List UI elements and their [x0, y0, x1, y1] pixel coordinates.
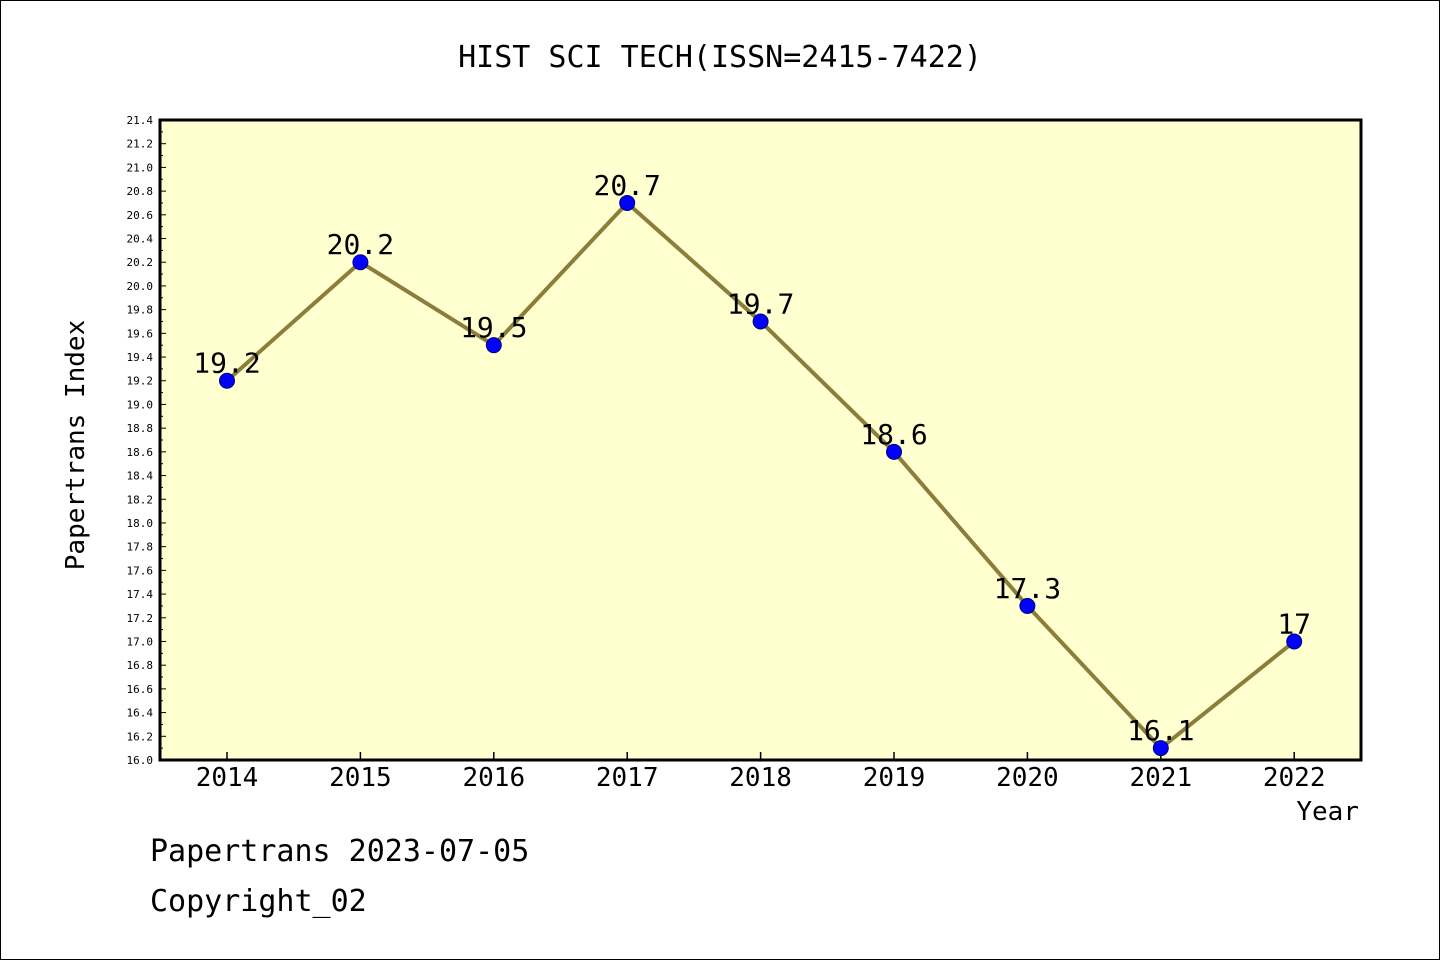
y-tick-label: 18.6: [127, 446, 154, 459]
y-tick-label: 17.8: [127, 541, 154, 554]
data-point: [1286, 633, 1303, 650]
y-tick-label: 19.2: [127, 375, 154, 388]
y-tick-label: 16.0: [127, 754, 154, 767]
data-point: [886, 443, 902, 460]
x-axis: 2014 2015 2016 2017 2018 2019 2020 2021 2022: [196, 752, 1326, 793]
y-tick-label: 20.8: [127, 185, 154, 198]
y-axis: 16.0 16.2 16.4 16.6 16.8 17.0 17.2 17.4 17.6 17.8…: [127, 114, 166, 767]
y-axis-label: Papertrans Index: [61, 320, 91, 570]
data-label: 17: [1277, 607, 1311, 640]
x-tick-label: 2021: [1129, 763, 1192, 793]
y-tick-label: 17.6: [127, 564, 154, 577]
data-label: 16.1: [1127, 714, 1194, 747]
x-tick-label: 2022: [1263, 763, 1326, 793]
data-point: [1019, 597, 1036, 614]
y-tick-label: 16.2: [127, 730, 154, 743]
footer-copyright: Copyright_02: [150, 884, 367, 919]
y-tick-label: 18.0: [127, 517, 154, 530]
y-tick-label: 17.4: [127, 588, 154, 601]
data-point: [352, 254, 369, 271]
footer-date: Papertrans 2023-07-05: [150, 834, 530, 869]
y-tick-label: 20.6: [127, 209, 154, 222]
y-tick-label: 19.0: [127, 398, 154, 411]
y-tick-label: 20.0: [127, 280, 154, 293]
data-label: 20.2: [327, 228, 394, 261]
data-label: 19.5: [460, 311, 527, 344]
y-tick-label: 19.4: [127, 351, 154, 364]
y-tick-label: 17.2: [127, 612, 154, 625]
x-tick-label: 2020: [996, 763, 1059, 793]
x-tick-label: 2015: [329, 763, 392, 793]
plot-border: [158, 118, 1363, 762]
data-label: 19.7: [727, 287, 794, 320]
data-point: [619, 194, 636, 211]
x-axis-label: Year: [1296, 797, 1359, 827]
y-tick-label: 18.2: [127, 493, 154, 506]
chart-title: HIST SCI TECH(ISSN=2415-7422): [458, 40, 982, 75]
y-tick-label: 21.0: [127, 161, 154, 174]
y-tick-label: 18.8: [127, 422, 154, 435]
x-tick-label: 2014: [196, 763, 259, 793]
y-tick-label: 16.8: [127, 659, 154, 672]
x-tick-label: 2016: [462, 763, 525, 793]
y-tick-label: 17.0: [127, 635, 154, 648]
y-tick-label: 16.4: [127, 707, 154, 720]
y-tick-label: 21.2: [127, 138, 154, 151]
data-label: 18.6: [860, 418, 927, 451]
y-tick-label: 19.6: [127, 327, 154, 340]
data-label: 19.2: [193, 347, 260, 380]
data-labels: 19.2 20.2 19.5 20.7 19.7 18.6 17.3 16.1 17: [193, 169, 1311, 747]
x-tick-label: 2017: [596, 763, 659, 793]
data-point: [752, 313, 769, 330]
y-tick-label: 19.8: [127, 304, 154, 317]
y-tick-label: 21.4: [127, 114, 154, 127]
x-tick-label: 2018: [729, 763, 792, 793]
y-tick-label: 16.6: [127, 683, 154, 696]
plot-area: [160, 120, 1361, 760]
y-tick-label: 18.4: [127, 470, 154, 483]
data-points: [219, 194, 1303, 757]
data-point: [219, 372, 235, 389]
data-point: [1152, 740, 1169, 757]
data-label: 20.7: [593, 169, 660, 202]
data-point: [485, 337, 502, 354]
y-tick-label: 20.2: [127, 256, 154, 269]
y-tick-label: 20.4: [127, 233, 154, 246]
x-tick-label: 2019: [863, 763, 926, 793]
data-label: 17.3: [994, 572, 1061, 605]
